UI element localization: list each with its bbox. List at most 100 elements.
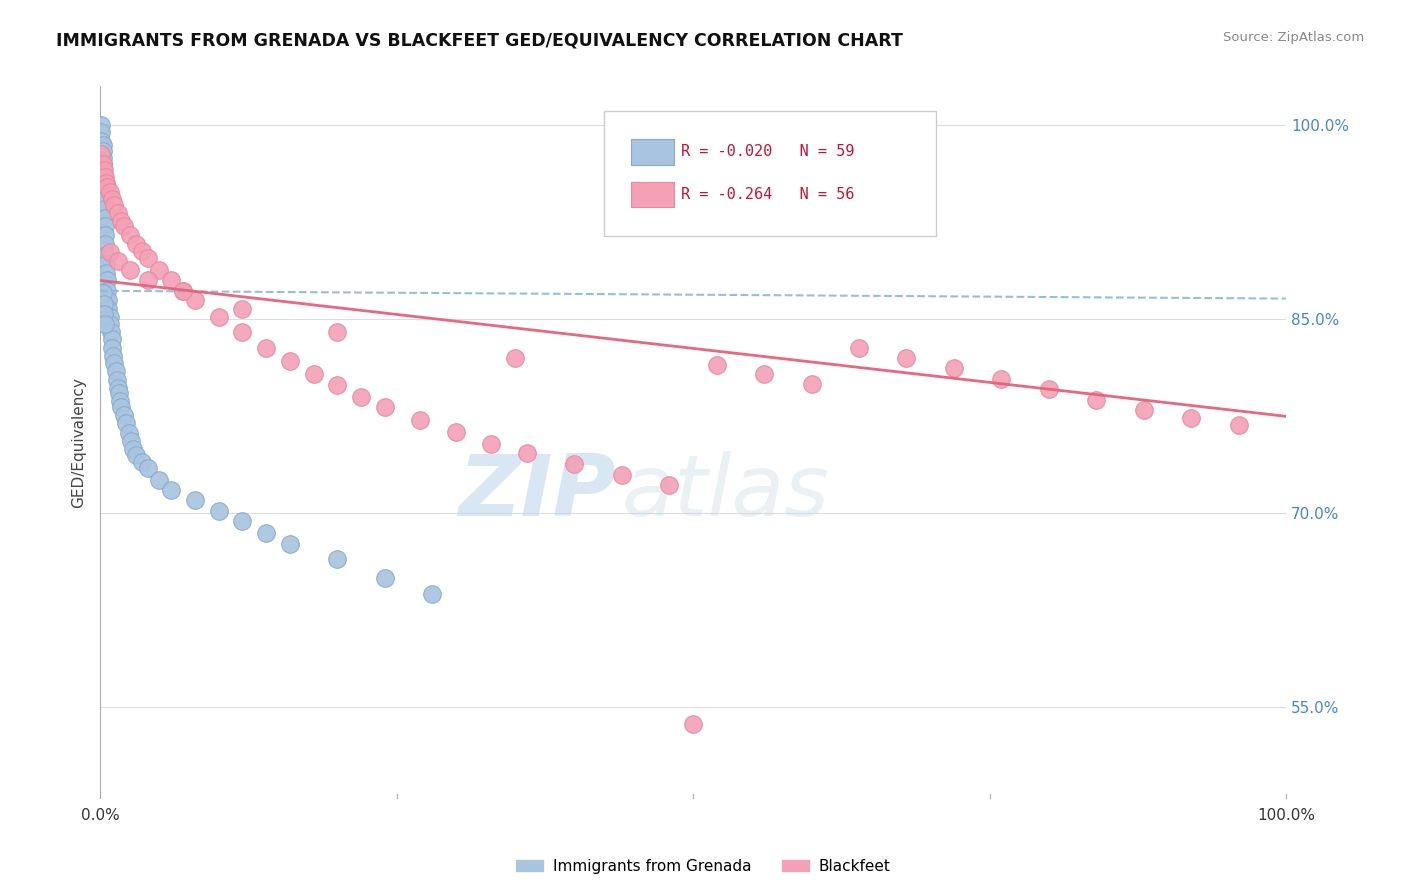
Point [93, 202, 115, 217]
Point [93, 169, 115, 184]
Point [1132, 402, 1154, 417]
FancyBboxPatch shape [605, 112, 936, 235]
Point [1085, 392, 1108, 407]
Point [184, 493, 207, 508]
Point [110, 393, 132, 408]
Point [326, 378, 349, 392]
Point [118, 263, 141, 277]
Point [326, 551, 349, 566]
Point [90, 146, 112, 161]
Point [93, 307, 115, 321]
Point [990, 372, 1012, 386]
Point [94, 257, 117, 271]
Point [148, 263, 170, 277]
Text: atlas: atlas [621, 450, 830, 533]
Point [94, 228, 117, 243]
Point [118, 228, 141, 243]
Point [658, 478, 681, 492]
Point [125, 448, 148, 462]
Point [94, 318, 117, 332]
Point [93, 297, 115, 311]
Point [91, 163, 114, 178]
Point [231, 325, 253, 339]
Point [120, 434, 142, 448]
Point [409, 413, 432, 427]
Point [108, 386, 131, 401]
Point [97, 293, 120, 307]
Point [93, 163, 115, 178]
Point [420, 586, 443, 600]
Point [98, 186, 121, 200]
Point [103, 356, 125, 370]
Point [94, 177, 117, 191]
FancyBboxPatch shape [631, 139, 673, 165]
Point [374, 571, 396, 585]
Y-axis label: GED/Equivalency: GED/Equivalency [72, 376, 86, 508]
Point [101, 332, 124, 346]
Point [160, 273, 183, 287]
Point [374, 401, 396, 415]
Text: R = -0.020   N = 59: R = -0.020 N = 59 [681, 145, 855, 160]
Point [754, 367, 776, 381]
Point [136, 252, 159, 266]
Point [172, 284, 194, 298]
Point [117, 426, 139, 441]
Point [122, 442, 145, 456]
Point [125, 237, 148, 252]
Point [91, 144, 114, 158]
Legend: Immigrants from Grenada, Blackfeet: Immigrants from Grenada, Blackfeet [510, 853, 896, 880]
Point [104, 364, 127, 378]
Point [1227, 418, 1250, 433]
Point [350, 390, 373, 404]
Point [98, 310, 121, 324]
Point [90, 134, 112, 148]
Text: Source: ZipAtlas.com: Source: ZipAtlas.com [1223, 31, 1364, 45]
Point [91, 286, 114, 301]
Point [800, 376, 823, 391]
Text: IMMIGRANTS FROM GRENADA VS BLACKFEET GED/EQUIVALENCY CORRELATION CHART: IMMIGRANTS FROM GRENADA VS BLACKFEET GED… [56, 31, 903, 49]
Point [96, 180, 118, 194]
Point [231, 301, 253, 316]
Point [208, 504, 231, 518]
Point [896, 351, 918, 365]
Point [481, 436, 503, 450]
Point [94, 237, 117, 252]
Point [1180, 410, 1202, 425]
Point [131, 244, 153, 258]
Point [516, 445, 538, 459]
Point [148, 473, 170, 487]
Point [96, 273, 118, 287]
Point [503, 351, 526, 365]
Point [112, 408, 135, 422]
Point [90, 125, 112, 139]
Point [131, 455, 153, 469]
Point [172, 284, 194, 298]
Point [100, 325, 122, 339]
Point [254, 341, 277, 355]
Point [444, 425, 467, 439]
Point [278, 353, 301, 368]
Point [110, 214, 132, 228]
Point [184, 293, 207, 307]
Point [101, 349, 124, 363]
Point [136, 273, 159, 287]
Point [93, 193, 115, 207]
Point [326, 325, 349, 339]
Point [110, 401, 132, 415]
Point [942, 361, 965, 376]
Point [706, 358, 728, 372]
Point [107, 381, 129, 395]
Point [610, 467, 633, 482]
Point [97, 301, 120, 316]
Point [254, 525, 277, 540]
Point [302, 367, 325, 381]
Point [112, 219, 135, 233]
Point [98, 245, 121, 260]
Point [94, 266, 117, 280]
Point [107, 254, 129, 268]
Point [91, 157, 114, 171]
Point [94, 169, 117, 184]
Point [98, 318, 121, 332]
Point [136, 461, 159, 475]
Point [278, 537, 301, 551]
